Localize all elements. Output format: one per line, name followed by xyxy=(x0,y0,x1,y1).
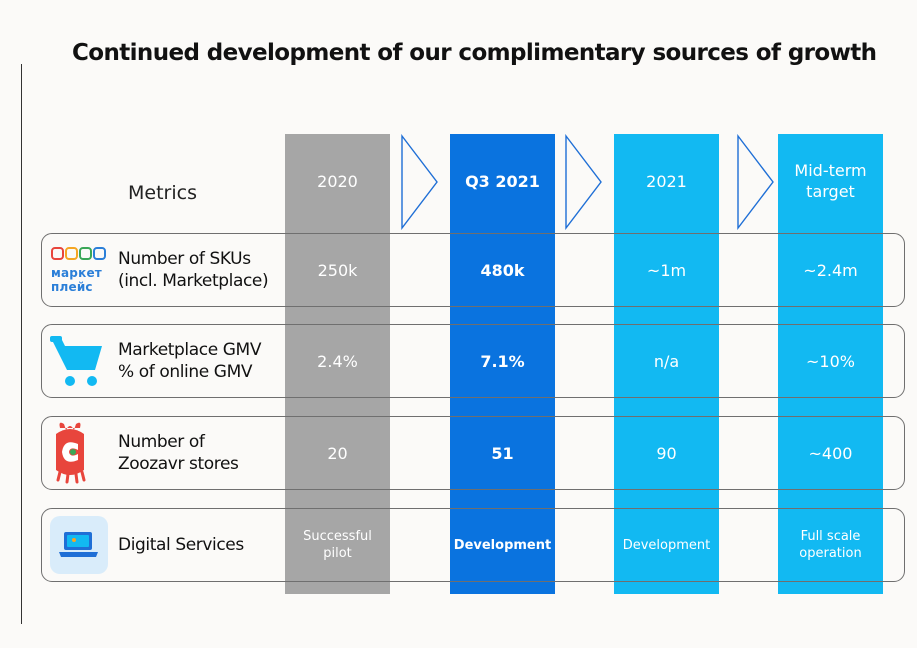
metrics-header: Metrics xyxy=(128,182,197,204)
value-skus-q3-2021: 480k xyxy=(480,260,525,280)
marketplace-squares-icon xyxy=(51,247,106,260)
row-label-line: (incl. Marketplace) xyxy=(118,271,269,291)
column-q3-2021 xyxy=(450,134,555,594)
row-label-line: Number of xyxy=(118,432,205,452)
value-skus-2021: ~1m xyxy=(646,260,687,280)
marketplace-logo-text-1: маркет xyxy=(51,266,102,280)
row-zoozavr xyxy=(41,416,905,490)
value-gmv-midterm: ~10% xyxy=(806,351,855,371)
value-zoozavr-2021: 90 xyxy=(656,443,677,463)
value-digital-q3-2021: Development xyxy=(453,537,552,553)
row-digital-services xyxy=(41,508,905,582)
marketplace-logo: маркет плейс xyxy=(51,247,111,294)
column-header-midterm: Mid-term target xyxy=(794,161,867,201)
column-2021 xyxy=(614,134,719,594)
row-label-line: Digital Services xyxy=(118,535,244,555)
column-2020 xyxy=(285,134,390,594)
left-divider xyxy=(21,64,22,624)
value-zoozavr-2020: 20 xyxy=(327,443,348,463)
column-header-2021: 2021 xyxy=(646,171,687,191)
value-gmv-q3-2021: 7.1% xyxy=(480,351,525,371)
row-skus xyxy=(41,233,905,307)
row-label-line: % of online GMV xyxy=(118,362,253,382)
row-label-marketplace-gmv: Marketplace GMV % of online GMV xyxy=(118,324,261,398)
value-skus-midterm: ~2.4m xyxy=(803,260,858,280)
value-digital-2020: Successful pilot xyxy=(303,529,372,561)
value-zoozavr-q3-2021: 51 xyxy=(491,443,514,463)
chevron-right-icon xyxy=(565,134,602,230)
value-gmv-2020: 2.4% xyxy=(317,351,358,371)
column-midterm xyxy=(778,134,883,594)
chevron-right-icon xyxy=(737,134,774,230)
value-gmv-2021: n/a xyxy=(653,351,680,371)
row-label-zoozavr: Number of Zoozavr stores xyxy=(118,416,239,490)
zoozavr-mascot-icon xyxy=(56,422,86,484)
value-digital-2021: Development xyxy=(622,537,711,553)
row-label-digital-services: Digital Services xyxy=(118,508,244,582)
value-digital-midterm: Full scale operation xyxy=(799,529,862,561)
marketplace-logo-text-2: плейс xyxy=(51,280,93,294)
value-skus-2020: 250k xyxy=(317,260,358,280)
row-label-line: Zoozavr stores xyxy=(118,454,239,474)
laptop-icon xyxy=(50,516,108,574)
row-label-line: Marketplace GMV xyxy=(118,340,262,360)
page-title: Continued development of our complimenta… xyxy=(72,40,877,66)
column-header-q3-2021: Q3 2021 xyxy=(465,171,540,191)
chevron-right-icon xyxy=(401,134,438,230)
row-label-line: Number of SKUs xyxy=(118,249,251,269)
column-header-2020: 2020 xyxy=(317,171,358,191)
row-marketplace-gmv xyxy=(41,324,905,398)
row-label-skus: Number of SKUs (incl. Marketplace) xyxy=(118,233,269,307)
value-zoozavr-midterm: ~400 xyxy=(808,443,853,463)
shopping-cart-icon xyxy=(50,336,102,386)
